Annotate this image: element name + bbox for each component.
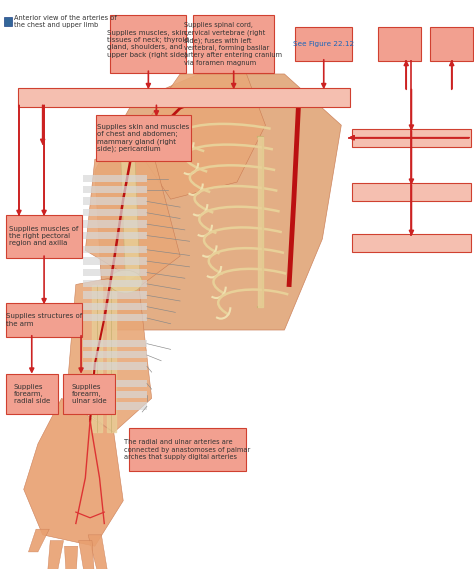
FancyBboxPatch shape: [352, 183, 471, 201]
FancyBboxPatch shape: [83, 314, 147, 321]
Text: See Figure 22.12: See Figure 22.12: [293, 41, 354, 47]
Polygon shape: [85, 148, 180, 284]
Text: Supplies skin and muscles
of chest and abdomen;
mammary gland (right
side); peri: Supplies skin and muscles of chest and a…: [97, 123, 190, 152]
FancyBboxPatch shape: [96, 115, 191, 161]
FancyBboxPatch shape: [83, 291, 147, 299]
FancyBboxPatch shape: [83, 209, 147, 216]
FancyBboxPatch shape: [83, 246, 147, 253]
FancyBboxPatch shape: [295, 27, 352, 61]
FancyBboxPatch shape: [110, 15, 186, 73]
Text: The radial and ulnar arteries are
connected by anastomoses of palmar
arches that: The radial and ulnar arteries are connec…: [124, 439, 250, 460]
FancyBboxPatch shape: [430, 27, 473, 61]
FancyBboxPatch shape: [63, 374, 115, 414]
FancyBboxPatch shape: [83, 362, 147, 370]
FancyBboxPatch shape: [83, 232, 147, 239]
FancyBboxPatch shape: [83, 220, 147, 228]
FancyBboxPatch shape: [83, 175, 147, 182]
Text: Supplies muscles of
the right pectoral
region and axilla: Supplies muscles of the right pectoral r…: [9, 226, 79, 246]
Polygon shape: [66, 273, 152, 432]
FancyBboxPatch shape: [83, 391, 147, 398]
FancyBboxPatch shape: [83, 303, 147, 310]
FancyBboxPatch shape: [18, 88, 350, 107]
FancyBboxPatch shape: [352, 129, 471, 147]
FancyBboxPatch shape: [6, 303, 82, 337]
Polygon shape: [64, 546, 78, 569]
FancyBboxPatch shape: [83, 351, 147, 358]
FancyBboxPatch shape: [83, 197, 147, 205]
FancyBboxPatch shape: [83, 186, 147, 193]
FancyBboxPatch shape: [352, 234, 471, 252]
FancyBboxPatch shape: [83, 380, 147, 387]
Polygon shape: [79, 541, 95, 569]
FancyBboxPatch shape: [378, 27, 421, 61]
Polygon shape: [88, 535, 109, 569]
Ellipse shape: [109, 270, 142, 293]
Polygon shape: [95, 74, 341, 330]
Text: Supplies muscles, skin,
tissues of neck; thyroid
gland, shoulders, and
upper bac: Supplies muscles, skin, tissues of neck;…: [107, 30, 189, 58]
Polygon shape: [28, 529, 49, 552]
Text: Supplies spinal cord,
cervical vertebrae (right
side); fuses with left
vertebral: Supplies spinal cord, cervical vertebrae…: [184, 22, 283, 66]
Polygon shape: [24, 398, 123, 546]
FancyBboxPatch shape: [83, 340, 147, 347]
FancyBboxPatch shape: [6, 374, 58, 414]
Polygon shape: [121, 159, 140, 284]
FancyBboxPatch shape: [83, 402, 147, 410]
Polygon shape: [133, 74, 265, 199]
FancyBboxPatch shape: [83, 269, 147, 276]
FancyBboxPatch shape: [6, 215, 82, 258]
FancyBboxPatch shape: [83, 257, 147, 265]
FancyBboxPatch shape: [193, 15, 274, 73]
Polygon shape: [47, 541, 64, 569]
Text: Supplies
forearm,
radial side: Supplies forearm, radial side: [14, 384, 50, 405]
Text: Supplies structures of
the arm: Supplies structures of the arm: [6, 314, 82, 327]
FancyBboxPatch shape: [83, 280, 147, 287]
FancyBboxPatch shape: [129, 428, 246, 471]
FancyBboxPatch shape: [4, 17, 12, 26]
Text: Anterior view of the arteries of
the chest and upper limb: Anterior view of the arteries of the che…: [14, 15, 117, 28]
Text: Supplies
forearm,
ulnar side: Supplies forearm, ulnar side: [72, 384, 106, 405]
